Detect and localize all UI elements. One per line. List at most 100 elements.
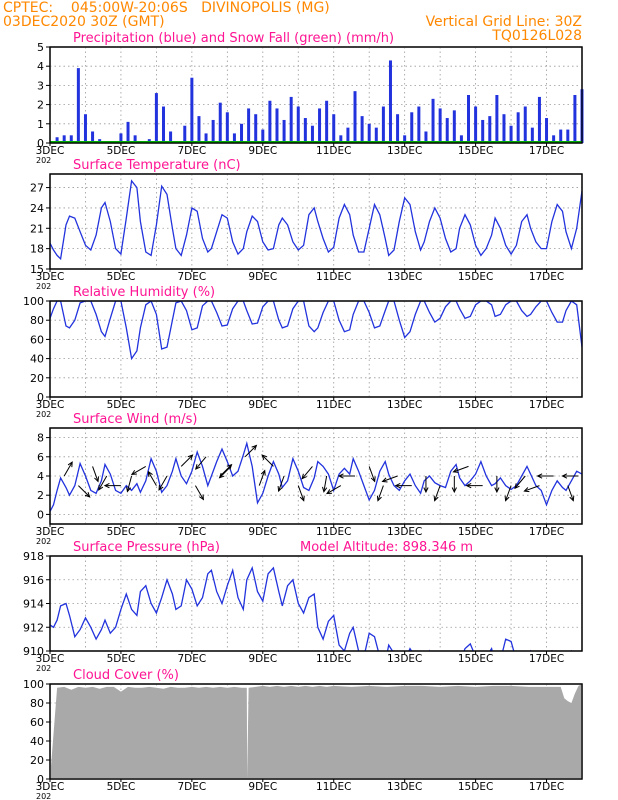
wind-vector-head	[158, 484, 164, 491]
wind-vector-head	[494, 487, 500, 494]
precip-bar	[374, 127, 378, 143]
x-tick-label: 17DEC	[529, 526, 564, 538]
wind-vector-head	[277, 486, 283, 493]
wind-vector	[278, 475, 285, 492]
precip-bar	[240, 123, 244, 143]
precip-bar	[169, 131, 173, 143]
x-tick-label: 9DEC	[248, 271, 277, 283]
precip-bar	[566, 129, 570, 143]
precip-bar	[537, 96, 541, 143]
wind-vector-head	[523, 487, 530, 493]
x-tick-label: 13DEC	[387, 526, 422, 538]
y-tick-label: 0	[37, 508, 44, 521]
wind-vector-head	[126, 486, 132, 493]
panel-annotation: Model Altitude: 898.346 m	[300, 540, 473, 555]
wind-vector-head	[94, 476, 100, 483]
y-tick-label: 40	[30, 353, 44, 366]
precip-bar	[523, 106, 527, 143]
precip-bar	[481, 119, 485, 143]
y-tick-label: 60	[30, 716, 44, 729]
precip-bar	[381, 106, 385, 143]
wind-vector	[194, 485, 204, 500]
precip-bar	[62, 135, 66, 143]
precip-bar	[197, 116, 201, 143]
x-tick-label: 9DEC	[248, 526, 277, 538]
y-tick-label: 1	[37, 118, 44, 131]
x-tick-label: 5DEC	[107, 781, 136, 793]
precip-bar	[410, 112, 414, 143]
chart-panel-1: 15 18 21 24 27 3DEC 5DEC 7DEC 9DEC 11DEC 13DEC 15DE…	[30, 158, 583, 291]
precip-bar	[247, 108, 251, 143]
wind-vector	[505, 485, 512, 501]
x-tick-label: 15DEC	[458, 653, 493, 665]
wind-vector-head	[187, 454, 194, 460]
wind-vector-head	[322, 486, 328, 493]
x-year-fragment: 202	[36, 156, 51, 165]
wind-vector	[514, 475, 526, 489]
wind-vector-head	[569, 495, 575, 502]
x-tick-label: 17DEC	[529, 145, 564, 157]
wind-vector-head	[452, 467, 459, 473]
y-tick-label: 27	[30, 182, 44, 195]
x-tick-label: 13DEC	[387, 145, 422, 157]
precip-bar	[91, 131, 95, 143]
precip-bar	[325, 100, 329, 143]
x-tick-label: 7DEC	[177, 399, 206, 411]
y-tick-label: 4	[37, 470, 44, 483]
x-tick-label: 11DEC	[316, 781, 351, 793]
x-tick-label: 5DEC	[107, 526, 136, 538]
wind-vector-head	[226, 463, 233, 470]
y-tick-label: 6	[37, 451, 44, 464]
precip-bar	[367, 123, 371, 143]
x-tick-label: 17DEC	[529, 399, 564, 411]
y-tick-label: 2	[37, 99, 44, 112]
precip-bar	[126, 121, 130, 143]
precip-bar	[559, 129, 563, 143]
x-tick-label: 17DEC	[529, 271, 564, 283]
plot-frame	[49, 173, 583, 270]
wind-vector	[326, 485, 342, 495]
precip-bar	[310, 125, 314, 143]
precip-bar	[424, 131, 428, 143]
precip-bar	[467, 95, 471, 143]
precip-bar	[353, 91, 357, 143]
precip-bar	[296, 106, 300, 143]
x-tick-label: 9DEC	[248, 399, 277, 411]
x-year-fragment: 202	[36, 537, 51, 546]
precip-bar	[232, 133, 236, 143]
precip-bar	[388, 60, 392, 143]
wind-vector-head	[376, 495, 382, 502]
x-tick-label: 11DEC	[316, 526, 351, 538]
y-tick-label: 18	[30, 243, 44, 256]
header-line1: CPTEC: 045:00W-20:06S DIVINOPOLIS (MG)	[3, 0, 330, 16]
precip-bar	[438, 108, 442, 143]
precip-bar	[452, 110, 456, 143]
x-tick-label: 15DEC	[458, 271, 493, 283]
wind-vector-head	[536, 473, 543, 479]
panel-title: Surface Pressure (hPa)	[73, 540, 220, 555]
precip-bar	[509, 125, 513, 143]
x-tick-label: 5DEC	[107, 271, 136, 283]
y-tick-label: 910	[23, 645, 44, 658]
precip-bar	[76, 68, 80, 143]
y-tick-label: 40	[30, 735, 44, 748]
precip-bar	[69, 135, 73, 143]
chart-panel-5: 0 20 40 60 80 100 3DEC 5DEC 7DEC 9DEC 11DEC 13DEC 15…	[23, 668, 583, 800]
precip-bar	[502, 114, 506, 143]
x-tick-label: 15DEC	[458, 145, 493, 157]
y-tick-label: 912	[23, 621, 44, 634]
x-tick-label: 3DEC	[36, 145, 65, 157]
precip-bar	[459, 135, 463, 143]
wind-vector	[63, 461, 73, 477]
wind-vector-head	[251, 444, 258, 451]
x-tick-label: 5DEC	[107, 653, 136, 665]
chart-panel-3: 0 2 4 6 8 3DEC 5DEC 7DEC 9DEC 11DEC 13DEC 15DEC 17DE…	[36, 412, 583, 546]
header-grid-note: Vertical Grid Line: 30Z	[426, 14, 582, 30]
precip-bar	[268, 100, 272, 143]
x-tick-label: 11DEC	[316, 145, 351, 157]
wind-vector-head	[301, 473, 307, 480]
precip-bar	[417, 106, 421, 143]
precip-bar	[545, 118, 549, 143]
precip-bar	[318, 108, 322, 143]
x-tick-label: 3DEC	[36, 781, 65, 793]
